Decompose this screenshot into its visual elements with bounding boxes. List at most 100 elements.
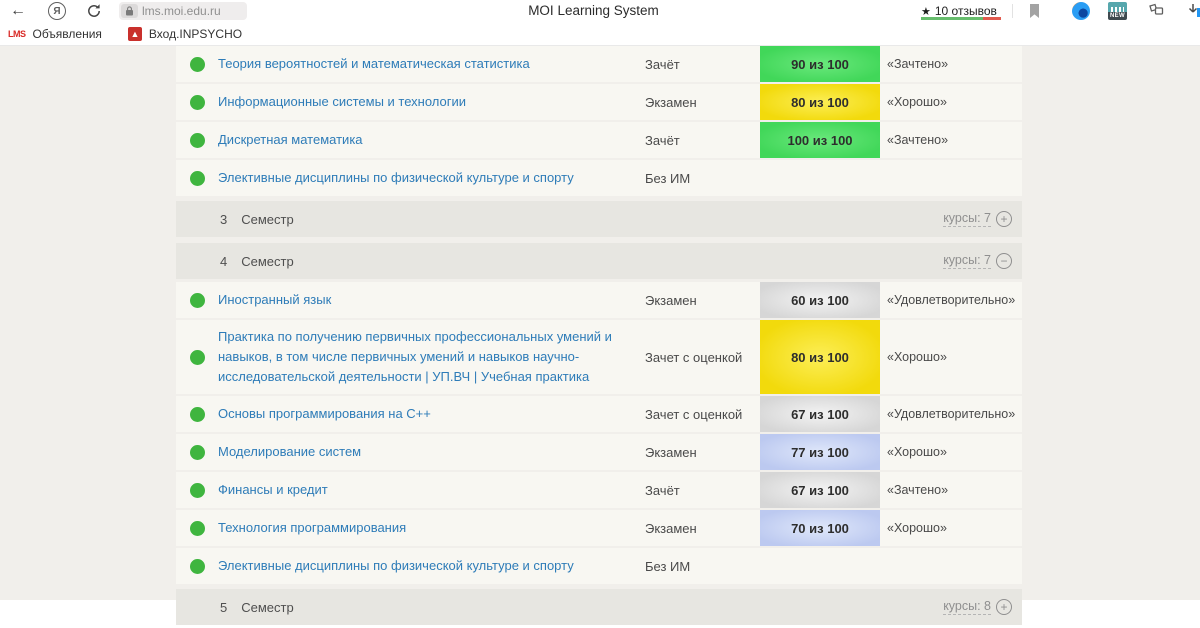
courses-count-link[interactable]: курсы: 8 (943, 599, 991, 615)
status-dot-icon (189, 520, 205, 536)
refresh-button[interactable] (86, 0, 102, 22)
reviews-rating-bar (921, 17, 1001, 20)
yandex-icon: Я (48, 2, 66, 20)
score-cell: 90 из 100 (760, 46, 880, 82)
reviews-widget[interactable]: ★ 10 отзывов (921, 0, 997, 22)
collections-icon (1149, 3, 1164, 15)
back-button[interactable]: ← (10, 0, 26, 22)
collections-button[interactable] (1147, 0, 1165, 22)
toolbar-divider (1012, 4, 1013, 18)
course-title-link[interactable]: Иностранный язык (218, 291, 332, 307)
course-row: Теория вероятностей и математическая ста… (176, 46, 1022, 82)
course-row: Финансы и кредит Зачёт 67 из 100 «Зачтен… (176, 472, 1022, 508)
semester-label: Семестр (241, 599, 294, 615)
mark-type: Экзамен (645, 444, 697, 460)
mark-type: Зачёт (645, 56, 680, 72)
course-title-link[interactable]: Практика по получению первичных професси… (218, 328, 612, 385)
status-cell (176, 292, 218, 308)
semester-number: 5 (220, 599, 228, 615)
mark-type: Зачет с оценкой (645, 349, 743, 365)
status-dot-icon (189, 56, 205, 72)
bookmark-page-button[interactable] (1028, 0, 1041, 22)
mark-type: Без ИМ (645, 558, 691, 574)
status-dot-icon (189, 132, 205, 148)
courses-count-link[interactable]: курсы: 7 (943, 211, 991, 227)
bookmarks-bar: LMS Объявления ▲ Вход.INPSYCHO (0, 22, 1200, 46)
expand-semester-button[interactable]: + (996, 599, 1012, 615)
bookmark-item-inpsycho[interactable]: ▲ Вход.INPSYCHO (127, 26, 242, 41)
plus-circle-icon: + (1000, 212, 1008, 226)
score-cell: 77 из 100 (760, 434, 880, 470)
bookmark-label: Объявления (32, 26, 102, 41)
reviews-count-label: 10 отзывов (934, 4, 997, 18)
url-text: lms.moi.edu.ru (142, 4, 221, 18)
course-title-link[interactable]: Информационные системы и технологии (218, 93, 466, 109)
status-cell (176, 406, 218, 422)
course-title-link[interactable]: Финансы и кредит (218, 481, 328, 497)
semester-header-row: 5 Семестр курсы: 8 + (176, 589, 1022, 625)
back-arrow-icon: ← (10, 2, 26, 19)
status-cell (176, 56, 218, 72)
new-extension-icon: NEW (1108, 2, 1127, 20)
yandex-profile-button[interactable]: Я (48, 0, 66, 22)
score-badge: 60 из 100 (760, 282, 880, 318)
minus-circle-icon: − (1000, 254, 1008, 268)
mark-type: Экзамен (645, 520, 697, 536)
grade-text: «Хорошо» (887, 95, 947, 109)
course-title-link[interactable]: Технология программирования (218, 519, 407, 535)
mark-type: Экзамен (645, 292, 697, 308)
course-row: Иностранный язык Экзамен 60 из 100 «Удов… (176, 282, 1022, 318)
score-badge: 77 из 100 (760, 434, 880, 470)
status-cell (176, 94, 218, 110)
page-content: Теория вероятностей и математическая ста… (0, 46, 1200, 625)
downloads-button[interactable] (1185, 0, 1200, 22)
extension-new-button[interactable]: NEW (1108, 0, 1127, 22)
course-row: Основы программирования на C++ Зачет с о… (176, 396, 1022, 432)
score-cell: 70 из 100 (760, 510, 880, 546)
grade-text: «Зачтено» (887, 133, 949, 147)
new-badge: NEW (1108, 12, 1127, 20)
address-bar[interactable]: lms.moi.edu.ru (119, 2, 247, 20)
score-cell: 80 из 100 (760, 320, 880, 394)
status-cell (176, 444, 218, 460)
download-icon (1188, 4, 1200, 17)
course-title-link[interactable]: Элективные дисциплины по физической куль… (218, 169, 574, 185)
expand-semester-button[interactable]: + (996, 211, 1012, 227)
course-title-link[interactable]: Элективные дисциплины по физической куль… (218, 557, 574, 573)
bookmark-item-announcements[interactable]: LMS Объявления (8, 27, 102, 41)
status-cell (176, 520, 218, 536)
status-dot-icon (189, 292, 205, 308)
course-row: Практика по получению первичных професси… (176, 320, 1022, 394)
extension-blue-orb-button[interactable] (1072, 0, 1090, 22)
course-title-link[interactable]: Основы программирования на C++ (218, 405, 431, 421)
status-cell (176, 482, 218, 498)
score-cell (760, 548, 880, 584)
mark-type: Зачёт (645, 482, 680, 498)
inpsycho-favicon-icon: ▲ (127, 26, 142, 41)
grade-text: «Удовлетворительно» (887, 293, 1016, 307)
page-title: MOI Learning System (528, 3, 659, 18)
score-badge: 67 из 100 (760, 396, 880, 432)
grade-text: «Хорошо» (887, 521, 947, 535)
status-dot-icon (189, 94, 205, 110)
score-badge: 100 из 100 (760, 122, 880, 158)
plus-circle-icon: + (1000, 600, 1008, 614)
score-badge: 90 из 100 (760, 46, 880, 82)
score-cell: 67 из 100 (760, 396, 880, 432)
course-row: Элективные дисциплины по физической куль… (176, 548, 1022, 584)
collapse-semester-button[interactable]: − (996, 253, 1012, 269)
semester-number: 4 (220, 253, 228, 269)
courses-count-link[interactable]: курсы: 7 (943, 253, 991, 269)
semester-label: Семестр (241, 211, 294, 227)
lms-favicon-icon: LMS (8, 28, 26, 39)
course-title-link[interactable]: Теория вероятностей и математическая ста… (218, 55, 530, 71)
course-title-link[interactable]: Дискретная математика (218, 131, 363, 147)
course-title-link[interactable]: Моделирование систем (218, 443, 362, 459)
grade-text: «Удовлетворительно» (887, 407, 1016, 421)
status-dot-icon (189, 349, 205, 365)
grade-text: «Хорошо» (887, 445, 947, 459)
semester-header-row: 3 Семестр курсы: 7 + (176, 201, 1022, 237)
status-cell (176, 170, 218, 186)
grade-text: «Хорошо» (887, 350, 947, 364)
mark-type: Зачет с оценкой (645, 406, 743, 422)
